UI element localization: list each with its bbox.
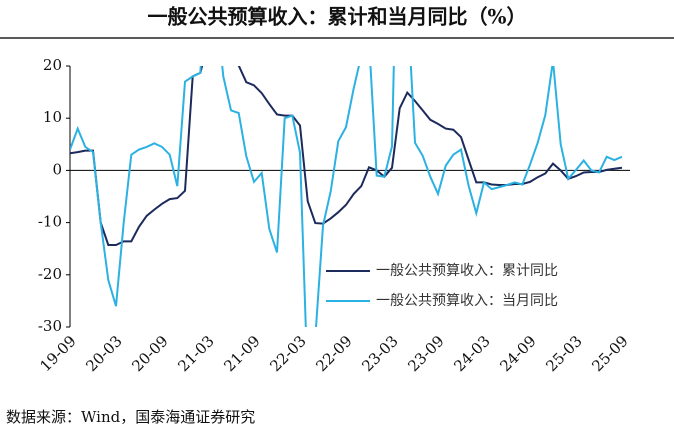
source: 数据来源：Wind，国泰海通证券研究 [6,408,255,426]
legend-bg [322,259,627,283]
x-tick-label: 25-09 [588,332,631,375]
x-tick-label: 19-09 [36,332,79,375]
y-tick-label: -10 [38,213,62,231]
x-tick-label: 21-09 [220,332,263,375]
x-tick-label: 23-03 [358,332,401,375]
legend-label: 一般公共预算收入：当月同比 [376,293,558,309]
y-tick-label: 0 [52,160,62,178]
series-line [70,66,623,246]
series-line [70,66,623,327]
y-tick-label: 20 [43,56,62,74]
x-tick-label: 20-03 [82,332,125,375]
y-tick-label: -20 [38,265,62,283]
x-tick-label: 25-03 [542,332,585,375]
x-tick-label: 22-09 [312,332,355,375]
plot-area [70,66,623,327]
x-tick-label: 23-09 [404,332,447,375]
legend-bg [322,289,627,313]
x-tick-label: 22-03 [266,332,309,375]
x-tick-label: 24-09 [496,332,539,375]
y-tick-label: 10 [43,108,62,126]
legend-label: 一般公共预算收入：累计同比 [376,263,558,279]
chart-title: 一般公共预算收入：累计和当月同比（%） [147,5,526,29]
y-tick-label: -30 [38,317,62,335]
x-tick-label: 20-09 [128,332,171,375]
x-tick-label: 24-03 [450,332,493,375]
x-tick-label: 21-03 [174,332,217,375]
